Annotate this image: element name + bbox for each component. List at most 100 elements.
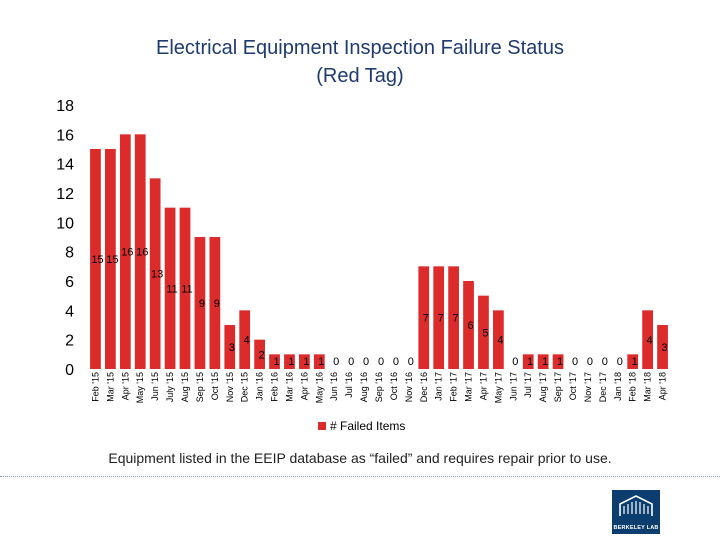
chart-caption: Equipment listed in the EEIP database as… bbox=[108, 450, 612, 466]
x-tick-label: July '15 bbox=[165, 372, 175, 402]
data-label: 15 bbox=[91, 254, 103, 266]
x-tick-label: Jun '17 bbox=[508, 372, 518, 401]
data-label: 9 bbox=[214, 298, 220, 310]
bar bbox=[493, 310, 504, 369]
data-label: 4 bbox=[647, 335, 653, 347]
x-tick-label: Mar '17 bbox=[464, 372, 474, 402]
bar bbox=[179, 207, 191, 369]
x-tick-label: Jul '17 bbox=[523, 372, 533, 398]
legend: # Failed Items bbox=[318, 419, 405, 433]
y-tick-label: 18 bbox=[56, 98, 74, 115]
data-label: 3 bbox=[661, 342, 667, 354]
bar bbox=[209, 237, 221, 369]
x-tick-label: Apr '16 bbox=[299, 372, 309, 400]
bar bbox=[149, 178, 161, 369]
x-tick-label: Feb '16 bbox=[270, 372, 280, 402]
x-tick-label: Aug '17 bbox=[538, 372, 548, 402]
data-label: 7 bbox=[453, 313, 459, 325]
y-axis: 0 2 4 6 8 10 12 14 16 18 bbox=[56, 98, 74, 379]
x-tick-label: Apr '15 bbox=[120, 372, 130, 400]
data-label: 0 bbox=[393, 356, 399, 368]
data-label: 11 bbox=[166, 283, 177, 295]
data-label: 5 bbox=[482, 327, 488, 339]
data-label: 0 bbox=[333, 356, 339, 368]
bar bbox=[299, 354, 310, 369]
data-label: 0 bbox=[572, 356, 578, 368]
bar bbox=[164, 207, 176, 369]
bar bbox=[552, 354, 564, 369]
data-label: 4 bbox=[497, 335, 503, 347]
bar bbox=[254, 339, 265, 369]
x-axis: Feb '15 Mar '15 Apr '15 May '15 Jun '15 July … bbox=[90, 372, 667, 403]
x-tick-label: Mar '15 bbox=[105, 372, 115, 402]
data-label: 4 bbox=[244, 335, 250, 347]
bar bbox=[90, 149, 101, 369]
data-label: 15 bbox=[106, 254, 118, 266]
data-label: 1 bbox=[632, 356, 638, 368]
data-label: 1 bbox=[557, 356, 563, 368]
data-label: 1 bbox=[542, 356, 548, 368]
data-label: 0 bbox=[602, 356, 608, 368]
data-label: 0 bbox=[587, 356, 593, 368]
x-tick-label: Aug '15 bbox=[180, 372, 190, 402]
y-tick-label: 0 bbox=[65, 362, 74, 379]
data-label: 16 bbox=[121, 247, 133, 259]
y-tick-label: 8 bbox=[65, 245, 74, 262]
data-label: 1 bbox=[318, 356, 324, 368]
x-tick-label: Jul '16 bbox=[344, 372, 354, 398]
x-tick-label: Mar '16 bbox=[284, 372, 294, 402]
bar bbox=[418, 266, 430, 369]
legend-label: # Failed Items bbox=[330, 419, 406, 433]
bar bbox=[269, 354, 280, 369]
x-tick-label: Feb '18 bbox=[628, 372, 638, 402]
x-tick-label: May '17 bbox=[493, 372, 503, 403]
data-label: 0 bbox=[363, 356, 369, 368]
bar bbox=[627, 354, 639, 369]
y-tick-label: 2 bbox=[65, 333, 74, 350]
data-label: 0 bbox=[617, 356, 623, 368]
data-label: 3 bbox=[229, 342, 235, 354]
x-tick-label: Apr '18 bbox=[658, 372, 668, 400]
y-tick-label: 14 bbox=[56, 157, 74, 174]
data-label: 1 bbox=[527, 356, 533, 368]
bar bbox=[119, 134, 131, 369]
y-tick-label: 10 bbox=[56, 215, 74, 232]
bar bbox=[194, 237, 206, 369]
bar bbox=[448, 266, 459, 369]
x-tick-label: May '15 bbox=[135, 372, 145, 403]
x-tick-label: Nov '17 bbox=[583, 372, 593, 402]
data-label: 1 bbox=[288, 356, 294, 368]
bar bbox=[537, 354, 549, 369]
y-tick-label: 4 bbox=[65, 303, 74, 320]
data-label: 0 bbox=[512, 356, 518, 368]
building-icon bbox=[619, 495, 653, 516]
x-tick-label: Oct '17 bbox=[568, 372, 578, 400]
data-label: 16 bbox=[136, 247, 148, 259]
x-tick-label: Jan '16 bbox=[255, 372, 265, 401]
bar bbox=[463, 281, 474, 369]
x-tick-label: Jun '15 bbox=[150, 372, 160, 401]
data-label: 0 bbox=[378, 356, 384, 368]
chart-title: Electrical Equipment Inspection Failure … bbox=[156, 37, 564, 87]
data-label: 1 bbox=[273, 356, 279, 368]
bar bbox=[642, 310, 653, 369]
logo-text: BERKELEY LAB bbox=[613, 525, 659, 531]
bar-series bbox=[90, 134, 668, 369]
x-tick-label: Apr '17 bbox=[478, 372, 488, 400]
y-tick-label: 16 bbox=[56, 127, 74, 144]
data-label: 13 bbox=[151, 269, 163, 281]
y-tick-label: 6 bbox=[65, 274, 74, 291]
x-tick-label: Oct '16 bbox=[389, 372, 399, 400]
bar bbox=[105, 149, 116, 369]
x-tick-label: Sep '16 bbox=[374, 372, 384, 402]
data-label: 11 bbox=[181, 283, 192, 295]
data-label: 0 bbox=[408, 356, 414, 368]
x-tick-label: Dec '17 bbox=[598, 372, 608, 402]
footer-divider bbox=[0, 476, 720, 477]
x-tick-label: May '16 bbox=[314, 372, 324, 403]
x-tick-label: Nov '15 bbox=[225, 372, 235, 402]
x-tick-label: Jan '17 bbox=[434, 372, 444, 401]
data-label: 7 bbox=[423, 313, 429, 325]
